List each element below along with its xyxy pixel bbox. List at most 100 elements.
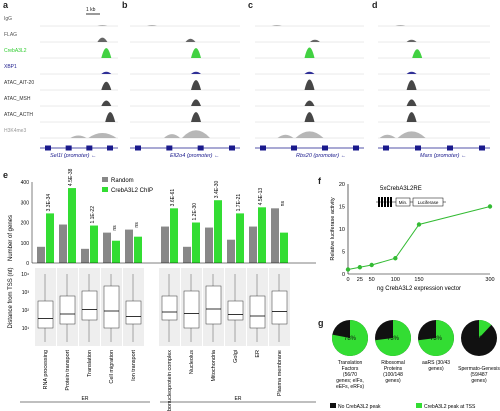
bar-chip: [192, 222, 200, 263]
legend-label-chip: CrebA3L2 ChIP: [111, 188, 153, 194]
track-peak: [406, 99, 417, 106]
track-peak: [304, 112, 315, 122]
bar-chip: [134, 236, 142, 263]
track-label: CrebA3L2: [4, 48, 27, 54]
track-peak: [105, 112, 116, 122]
pie-percent: 78%: [344, 336, 357, 342]
construct-title: 5xCrebA3L2RE: [380, 186, 422, 192]
pie-label: genes; eIFs,: [336, 378, 364, 384]
log-tick-label: 10²: [22, 308, 30, 314]
gene-exon: [479, 145, 485, 151]
legend-label-no: No CrebA3L2 peak: [338, 404, 381, 410]
gene-exon: [135, 145, 141, 151]
gene-exon: [322, 145, 328, 151]
pie-label: Ribosomal: [381, 360, 405, 366]
panel-label-c: c: [248, 0, 254, 10]
scale-bar-label: 1 kb: [86, 7, 96, 13]
category-label: Plasma membrane: [277, 350, 283, 396]
pie-slice: [375, 320, 411, 356]
gene-exon: [229, 145, 235, 151]
track-peak: [97, 37, 108, 42]
legend-label-random: Random: [111, 178, 134, 184]
category-label: Nucleolus: [189, 350, 195, 374]
genome-tracks: [40, 13, 490, 151]
track-peak: [191, 99, 201, 106]
y-axis-title: Relative luciferase activity: [330, 197, 336, 261]
gene-exon: [415, 145, 421, 151]
bar-random: [227, 239, 235, 263]
data-point: [357, 265, 363, 270]
boxplot-box: [125, 300, 142, 325]
gene-exon: [45, 145, 51, 151]
pie-label: aaRS (30/43: [422, 360, 450, 366]
p-value-annotation: 3.4E-30: [214, 180, 220, 198]
y-tick-label: 5: [342, 250, 345, 256]
track-label: ATAC_MSH: [4, 96, 31, 102]
p-value-annotation: 3.3E-34: [46, 194, 52, 212]
track-peak: [97, 25, 108, 26]
bar-chip: [214, 200, 222, 263]
data-point: [487, 204, 493, 209]
boxplot-box: [161, 295, 178, 321]
bar-chip: [90, 225, 98, 263]
construct-element: [381, 197, 383, 207]
gene-label-c: Rbs20 (promoter) ←: [296, 153, 347, 159]
data-point: [345, 267, 351, 272]
panel-label-f: f: [318, 176, 321, 186]
group-label: ER: [235, 396, 242, 402]
construct-min-label: Min.: [399, 200, 408, 205]
category-label: Protein transport: [65, 350, 71, 391]
legend-swatch-random: [102, 177, 108, 182]
track-peak: [191, 80, 201, 90]
y-tick-label: 20: [339, 182, 345, 188]
gene-exon: [291, 145, 297, 151]
boxplot-box: [81, 290, 98, 321]
track-peak: [309, 39, 320, 42]
pie-label: genes): [428, 366, 444, 372]
construct-element: [384, 197, 386, 207]
boxplot-box: [59, 295, 76, 325]
bar-random: [271, 208, 279, 263]
track-peak: [164, 134, 180, 138]
pie-label: Spermato-Genesis: [458, 366, 500, 372]
legend-swatch-no: [330, 403, 336, 408]
gene-exon: [107, 145, 113, 151]
bar-random: [103, 232, 111, 263]
track-peak: [395, 25, 406, 26]
p-value-annotation: ns: [134, 222, 140, 228]
panel-label-b: b: [122, 0, 128, 10]
track-peak: [191, 112, 201, 122]
pie-label: genes): [385, 378, 401, 384]
track-peak: [397, 131, 426, 138]
series-line: [347, 206, 491, 270]
pie-percent: 73%: [430, 336, 443, 342]
track-label: XBP1: [4, 64, 17, 70]
bar-random: [161, 226, 169, 263]
gene-exon: [166, 145, 173, 151]
y-tick-label: 300: [21, 200, 30, 206]
bar-chip: [258, 207, 266, 263]
track-peak: [191, 71, 201, 74]
panel-label-a: a: [3, 0, 9, 10]
pie-label: Factors: [342, 366, 359, 372]
bar-chip: [112, 240, 120, 263]
track-label: H3K4me3: [4, 128, 27, 134]
track-peak: [406, 112, 417, 122]
pie-slice: [418, 320, 454, 356]
track-peak: [185, 38, 196, 42]
p-value-annotation: 3.6E-61: [170, 189, 176, 207]
bar-chip: [236, 213, 244, 263]
pie-label: (100/148: [383, 372, 403, 378]
construct-min-box: [395, 197, 411, 207]
boxplot-box: [249, 295, 266, 329]
log-tick-label: 10³: [22, 290, 30, 296]
y-tick-label: 0: [342, 272, 345, 278]
category-label: Ribonucleoprotein complex: [167, 350, 173, 411]
x-tick-label: 150: [414, 277, 423, 283]
track-peak: [406, 39, 417, 42]
construct-luc-label: Luciferase: [418, 200, 439, 205]
track-label: FLAG: [4, 32, 18, 38]
pie-label: (59/487: [471, 372, 488, 378]
track-peak: [304, 71, 315, 74]
data-point: [369, 262, 374, 268]
